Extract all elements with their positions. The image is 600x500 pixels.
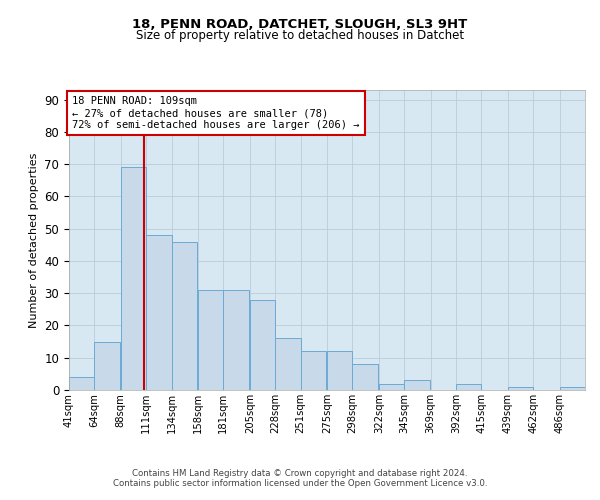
Bar [121,168,146,390]
Bar [172,242,197,390]
Bar [275,338,301,390]
Bar [198,290,223,390]
Bar [69,377,94,390]
Bar [456,384,481,390]
Bar [301,352,326,390]
Bar [94,342,120,390]
Text: Contains public sector information licensed under the Open Government Licence v3: Contains public sector information licen… [113,478,487,488]
Bar [379,384,404,390]
Bar [560,387,585,390]
Text: 18 PENN ROAD: 109sqm
← 27% of detached houses are smaller (78)
72% of semi-detac: 18 PENN ROAD: 109sqm ← 27% of detached h… [73,96,360,130]
Bar [352,364,378,390]
Text: 18, PENN ROAD, DATCHET, SLOUGH, SL3 9HT: 18, PENN ROAD, DATCHET, SLOUGH, SL3 9HT [133,18,467,30]
Y-axis label: Number of detached properties: Number of detached properties [29,152,39,328]
Bar [250,300,275,390]
Bar [327,352,352,390]
Bar [223,290,249,390]
Bar [146,235,172,390]
Text: Size of property relative to detached houses in Datchet: Size of property relative to detached ho… [136,29,464,42]
Text: Contains HM Land Registry data © Crown copyright and database right 2024.: Contains HM Land Registry data © Crown c… [132,468,468,477]
Bar [404,380,430,390]
Bar [508,387,533,390]
